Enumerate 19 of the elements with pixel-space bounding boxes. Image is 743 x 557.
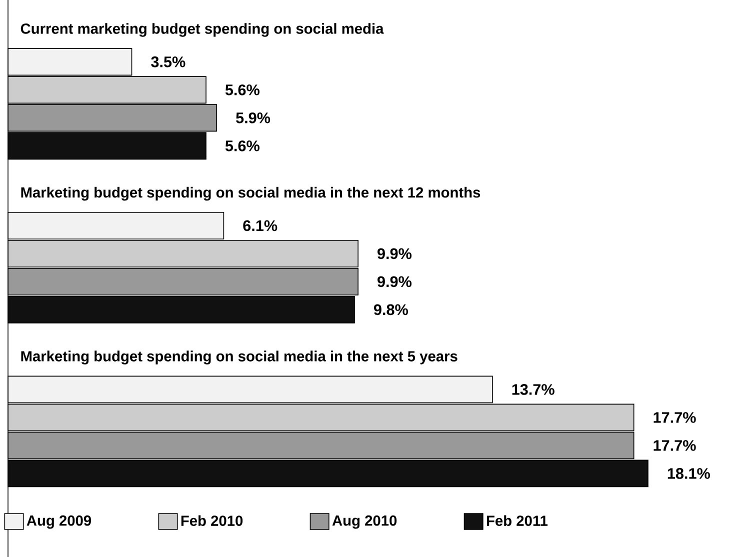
data-label: 17.7% — [654, 440, 696, 451]
data-label: 3.5% — [151, 56, 186, 68]
data-label: 5.6% — [225, 140, 260, 152]
data-label: 9.8% — [374, 304, 408, 316]
legend-label: Aug 2009 — [26, 515, 92, 529]
data-label: 13.7% — [512, 384, 554, 395]
data-label: 17.7% — [654, 412, 696, 423]
data-label: 6.1% — [243, 220, 278, 232]
y-tick-label: Current marketing budget spending on social media — [20, 23, 384, 37]
data-label: 9.9% — [378, 248, 412, 260]
y-tick-label: Marketing budget spending on social media in the next 12 months — [21, 186, 480, 201]
y-tick-label: Marketing budget spending on social media in the next 5 years — [21, 350, 458, 364]
legend-label: Feb 2011 — [486, 515, 548, 526]
legend-label: Aug 2010 — [332, 515, 397, 529]
data-label: 5.9% — [236, 112, 270, 124]
legend-label: Feb 2010 — [181, 515, 243, 526]
data-label: 5.6% — [225, 84, 260, 96]
data-label: 9.9% — [378, 276, 412, 288]
data-label: 18.1% — [668, 468, 710, 479]
